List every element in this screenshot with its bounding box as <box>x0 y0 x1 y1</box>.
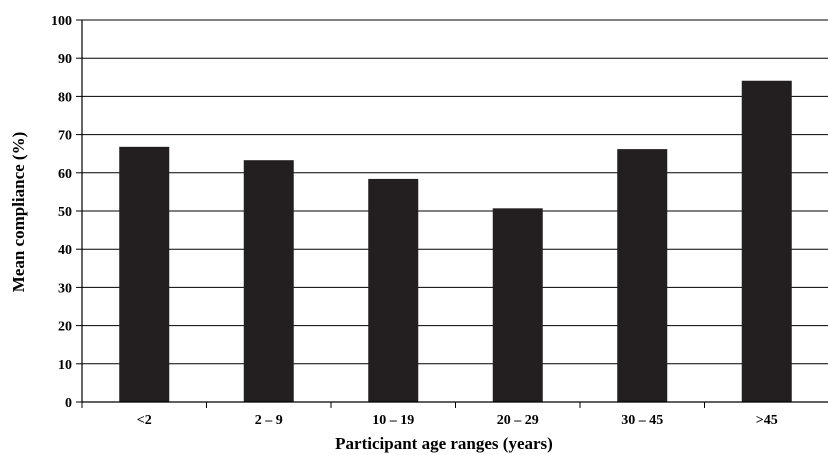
axes <box>76 19 828 408</box>
x-tick-label: >45 <box>756 413 778 428</box>
y-tick-label: 100 <box>51 14 72 29</box>
y-tick-label: 40 <box>58 243 72 258</box>
bar-3 <box>492 208 543 402</box>
y-tick-labels: 0 10 20 30 40 50 60 70 80 90 100 <box>51 14 72 411</box>
bar-1 <box>243 160 294 402</box>
y-tick-label: 80 <box>58 90 72 105</box>
x-tick-labels: <2 2 – 9 10 – 19 20 – 29 30 – 45 >45 <box>137 413 778 428</box>
y-tick-label: 50 <box>58 205 72 220</box>
x-tick-label: <2 <box>137 413 152 428</box>
y-tick-label: 0 <box>65 396 72 411</box>
y-tick-label: 30 <box>58 281 72 296</box>
x-tick-label: 20 – 29 <box>497 413 539 428</box>
bar-4 <box>617 149 668 402</box>
bar-0 <box>119 146 170 402</box>
bar-2 <box>368 178 419 402</box>
y-tick-label: 90 <box>58 52 72 67</box>
y-tick-label: 20 <box>58 320 72 335</box>
y-tick-label: 60 <box>58 167 72 182</box>
x-axis-title: Participant age ranges (years) <box>335 434 553 453</box>
x-tick-label: 30 – 45 <box>621 413 663 428</box>
x-tick-label: 2 – 9 <box>255 413 283 428</box>
y-tick-label: 70 <box>58 129 72 144</box>
bar-5 <box>741 80 792 402</box>
gridlines <box>82 19 828 365</box>
bars <box>119 80 792 402</box>
y-tick-label: 10 <box>58 358 72 373</box>
x-tick-label: 10 – 19 <box>372 413 414 428</box>
y-axis-title: Mean compliance (%) <box>9 132 28 293</box>
